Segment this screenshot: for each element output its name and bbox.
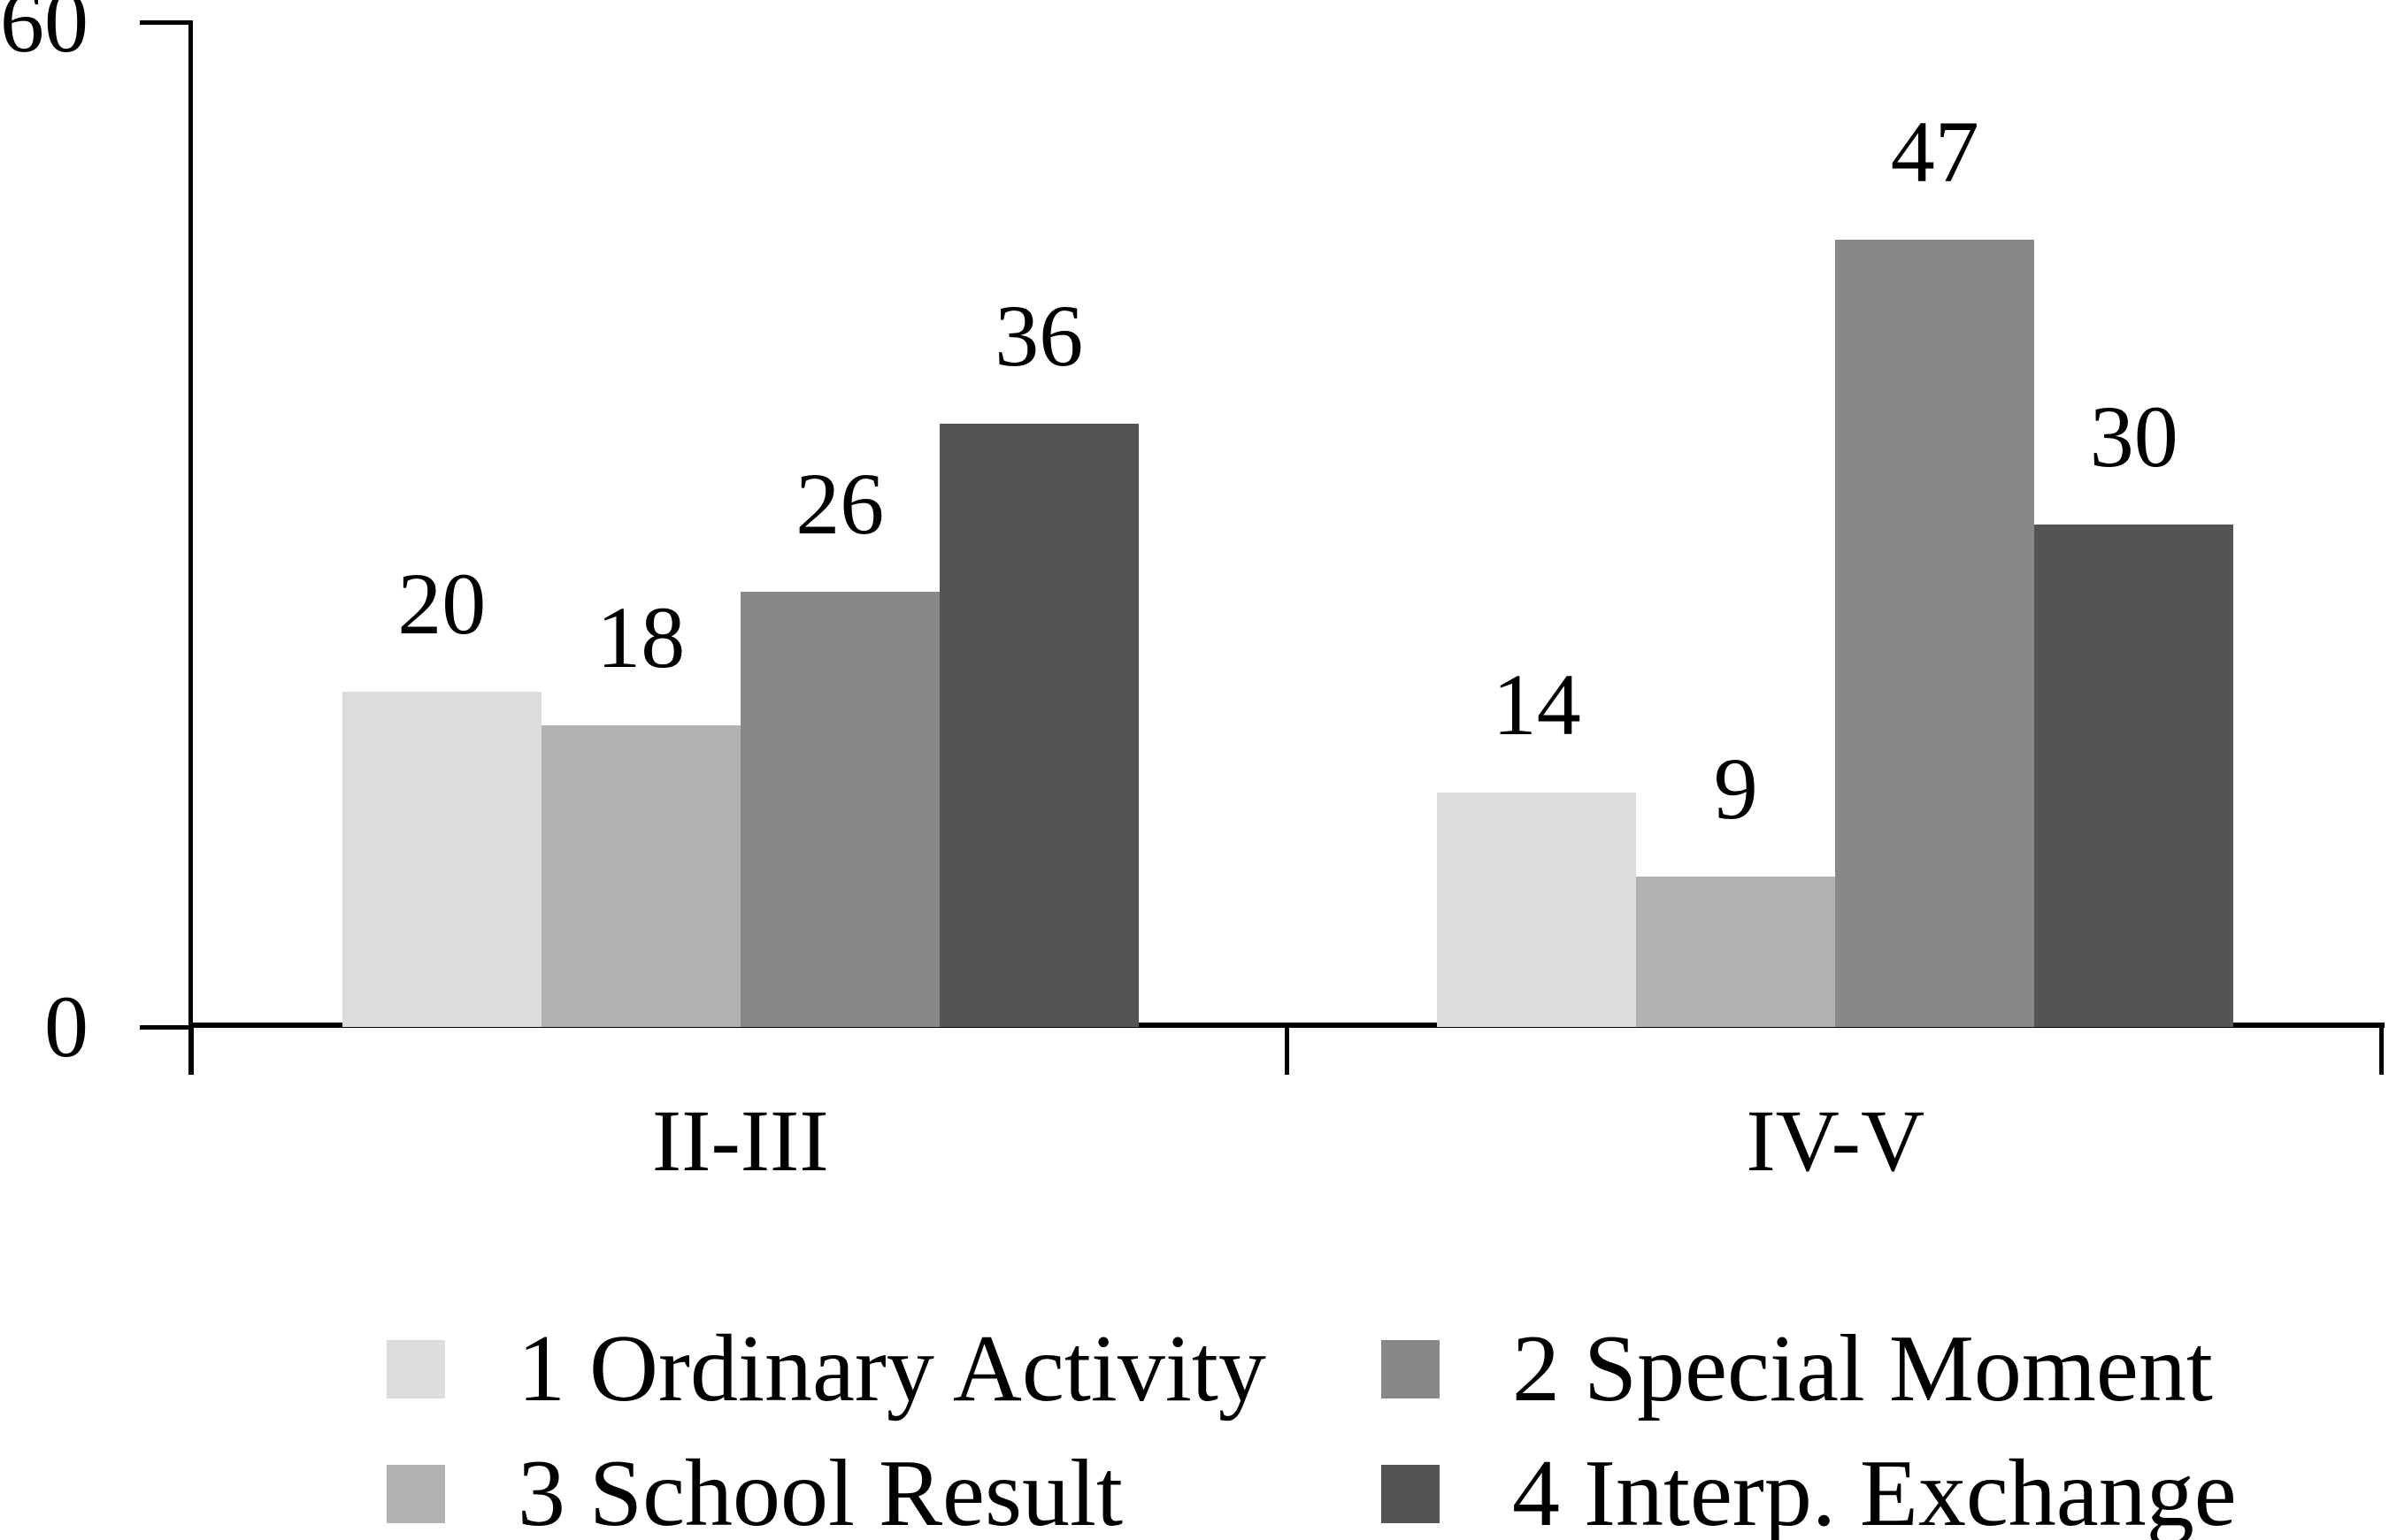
legend-swatch [1381, 1465, 1440, 1523]
x-tick [1284, 1027, 1289, 1075]
y-tick [140, 20, 188, 25]
bar-2-IV-V [1636, 876, 1836, 1027]
y-tick-label: 0 [44, 977, 88, 1076]
bar-value-label: 36 [995, 287, 1084, 386]
bar-value-label: 30 [2089, 387, 2178, 486]
legend-item: 1 Ordinary Activity [387, 1322, 1266, 1417]
legend-label: 4 Interp. Exchange [1512, 1441, 2237, 1540]
y-tick [140, 1025, 188, 1030]
legend-item: 2 Special Moment [1381, 1322, 2213, 1417]
legend-swatch [1381, 1340, 1440, 1398]
bar-1-II-III [342, 692, 542, 1027]
legend-swatch [387, 1340, 445, 1398]
bar-value-label: 14 [1492, 655, 1581, 754]
bar-3-IV-V [1835, 240, 2035, 1027]
legend-label: 2 Special Moment [1512, 1316, 2213, 1421]
legend-label: 3 School Result [518, 1441, 1124, 1540]
bar-1-IV-V [1437, 792, 1637, 1027]
x-tick [2379, 1027, 2384, 1075]
legend-item: 3 School Result [387, 1446, 1123, 1540]
bar-4-IV-V [2034, 525, 2234, 1027]
x-tick [189, 1027, 194, 1075]
legend-label: 1 Ordinary Activity [518, 1316, 1266, 1421]
bar-4-II-III [939, 424, 1139, 1027]
y-tick-label: 60 [0, 0, 88, 71]
bar-value-label: 26 [795, 454, 885, 553]
bar-value-label: 18 [596, 588, 686, 687]
bar-2-II-III [541, 725, 741, 1027]
x-axis-line [188, 1023, 2385, 1028]
bar-value-label: 9 [1713, 739, 1758, 838]
legend-swatch [387, 1465, 445, 1523]
bar-value-label: 20 [397, 555, 487, 654]
legend-item: 4 Interp. Exchange [1381, 1446, 2237, 1540]
x-category-label: IV-V [1746, 1092, 1925, 1190]
bar-3-II-III [740, 591, 940, 1027]
x-category-label: II-III [651, 1092, 829, 1190]
bar-value-label: 47 [1890, 103, 1979, 202]
y-axis-line [188, 20, 193, 1075]
